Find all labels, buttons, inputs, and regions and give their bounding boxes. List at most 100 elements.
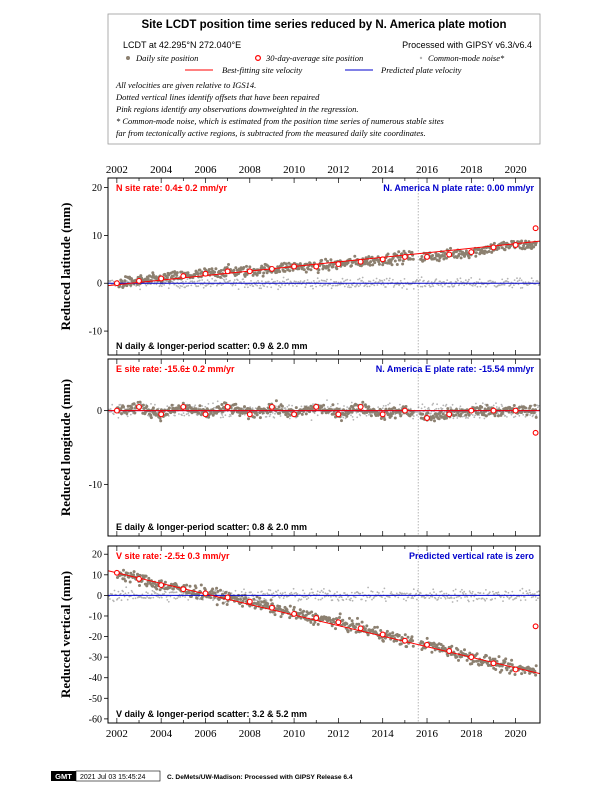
lat-cm-dot <box>464 279 467 282</box>
lat-cm-dot <box>322 279 324 282</box>
lat-cm-dot <box>215 279 218 282</box>
vert-cm-dot <box>297 599 300 602</box>
lat-cm-dot <box>278 284 280 287</box>
lat-cm-dot <box>155 283 158 286</box>
lat-daily-dot <box>398 258 402 262</box>
lon-daily-dot <box>170 403 174 407</box>
vert-daily-dot <box>200 597 204 601</box>
lat-cm-dot <box>254 283 257 286</box>
lon-daily-dot <box>389 414 393 418</box>
vert-cm-dot <box>462 593 465 596</box>
lat-avg-point <box>313 263 320 270</box>
lat-cm-dot <box>359 283 362 286</box>
lon-cm-dot <box>495 406 498 408</box>
vert-xtick-label: 2008 <box>239 728 262 740</box>
lat-daily-dot <box>467 256 471 260</box>
vert-cm-dot <box>319 598 322 601</box>
lon-cm-dot <box>518 414 521 417</box>
lat-daily-dot <box>371 263 375 267</box>
lon-avg-point <box>180 403 187 410</box>
lat-avg-point <box>512 242 519 248</box>
lon-cm-dot <box>492 404 495 407</box>
lat-daily-dot <box>186 271 190 275</box>
lat-daily-dot <box>434 251 438 255</box>
vert-daily-dot <box>216 589 220 593</box>
lat-cm-dot <box>278 281 281 283</box>
lat-cm-dot <box>195 285 198 288</box>
lon-cm-dot <box>207 403 210 405</box>
lat-cm-dot <box>465 283 468 286</box>
vert-daily-dot <box>405 645 409 649</box>
lon-scatter-label: E daily & longer-period scatter: 0.8 & 2… <box>116 522 307 532</box>
vert-daily-dot <box>278 605 282 608</box>
vert-cm-dot <box>493 593 496 596</box>
lat-daily-dot <box>327 268 331 272</box>
vert-cm-dot <box>340 596 343 599</box>
legend-cm-symbol <box>419 56 423 60</box>
lon-cm-dot <box>377 406 380 408</box>
vert-plot-area <box>108 546 540 723</box>
lon-ytick-label: -10 <box>89 480 102 491</box>
lon-daily-dot <box>351 405 355 409</box>
lon-daily-dot <box>518 405 522 409</box>
lat-cm-dot <box>232 283 235 286</box>
vert-cm-dot <box>354 596 357 599</box>
vert-daily-dot <box>312 623 316 626</box>
lat-cm-dot <box>530 277 533 280</box>
lat-cm-dot <box>257 279 259 282</box>
lat-cm-dot <box>247 286 249 289</box>
lat-cm-dot <box>406 288 408 290</box>
vert-cm-dot <box>502 596 505 599</box>
lat-cm-dot <box>330 278 332 281</box>
lat-daily-dot <box>353 254 357 258</box>
lat-cm-dot <box>345 283 348 286</box>
lon-daily-dot <box>286 412 290 416</box>
lon-cm-dot <box>415 411 418 413</box>
vert-cm-dot <box>182 592 185 595</box>
lat-cm-dot <box>178 287 181 289</box>
lon-cm-dot <box>532 414 535 416</box>
lat-avg-point <box>401 253 408 260</box>
vert-cm-dot <box>390 591 393 593</box>
lon-cm-dot <box>423 406 426 408</box>
vert-daily-dot <box>128 580 132 584</box>
lat-cm-dot <box>385 286 387 288</box>
lat-daily-dot <box>302 268 306 272</box>
vert-daily-dot <box>391 634 395 638</box>
lat-cm-dot <box>516 280 519 283</box>
lon-cm-dot <box>336 402 339 405</box>
lat-cm-dot <box>375 277 378 280</box>
lon-daily-dot <box>138 400 142 404</box>
lon-cm-dot <box>273 416 276 419</box>
vert-daily-dot <box>269 598 273 602</box>
lat-daily-dot <box>130 277 133 281</box>
lon-daily-dot <box>484 414 488 418</box>
lon-daily-dot <box>278 411 282 415</box>
vert-cm-dot <box>402 598 405 600</box>
lat-cm-dot <box>419 285 422 288</box>
lat-ylabel: Reduced latitude (mm) <box>58 203 73 331</box>
lon-cm-dot <box>430 412 432 415</box>
lon-daily-dot <box>209 411 213 415</box>
lon-daily-dot <box>280 404 284 408</box>
lat-daily-dot <box>261 274 265 278</box>
lon-cm-dot <box>316 414 319 417</box>
lat-cm-dot <box>168 283 171 286</box>
lat-daily-dot <box>284 262 288 266</box>
lat-daily-dot <box>219 275 222 279</box>
lat-cm-dot <box>160 285 163 288</box>
lat-cm-dot <box>311 284 314 287</box>
vert-cm-dot <box>349 599 352 602</box>
lat-daily-dot <box>275 270 279 274</box>
lat-daily-dot <box>129 283 133 287</box>
lat-cm-dot <box>295 285 298 287</box>
lon-cm-dot <box>268 415 271 418</box>
lat-cm-dot <box>343 280 345 283</box>
vert-cm-dot <box>163 593 166 595</box>
lon-daily-dot <box>441 412 445 416</box>
vert-cm-dot <box>160 596 163 599</box>
vert-cm-dot <box>113 589 116 592</box>
vert-cm-dot <box>502 600 504 602</box>
vert-cm-dot <box>507 591 510 594</box>
lon-daily-dot <box>322 403 326 407</box>
